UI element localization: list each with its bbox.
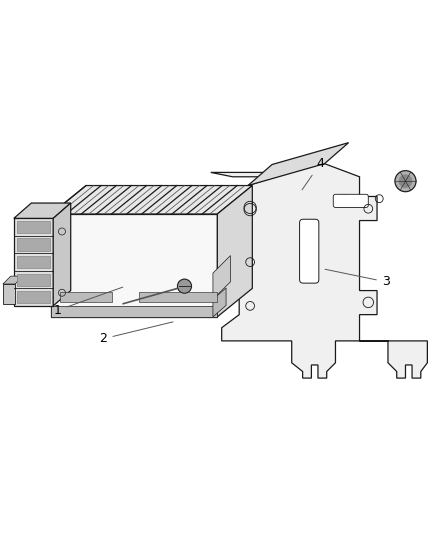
Circle shape <box>399 175 411 187</box>
Circle shape <box>394 171 415 192</box>
Text: 2: 2 <box>99 322 173 345</box>
Text: 1: 1 <box>53 287 123 317</box>
Polygon shape <box>53 203 71 306</box>
Text: 3: 3 <box>324 269 389 288</box>
Polygon shape <box>217 185 252 317</box>
Polygon shape <box>51 306 217 317</box>
Polygon shape <box>51 214 217 317</box>
Bar <box>17 273 49 286</box>
Bar <box>17 238 49 251</box>
Polygon shape <box>210 164 426 378</box>
FancyBboxPatch shape <box>299 219 318 283</box>
Polygon shape <box>51 185 252 214</box>
Bar <box>17 291 49 303</box>
Bar <box>3 284 15 304</box>
Polygon shape <box>247 143 348 185</box>
Text: 4: 4 <box>301 157 323 190</box>
FancyBboxPatch shape <box>332 195 367 207</box>
Bar <box>60 292 112 302</box>
Polygon shape <box>212 255 230 300</box>
Polygon shape <box>3 276 23 284</box>
Polygon shape <box>14 219 53 306</box>
Bar <box>138 292 217 302</box>
Polygon shape <box>14 203 71 219</box>
Bar <box>17 256 49 268</box>
Bar <box>17 221 49 233</box>
Circle shape <box>177 279 191 293</box>
Polygon shape <box>212 288 226 317</box>
